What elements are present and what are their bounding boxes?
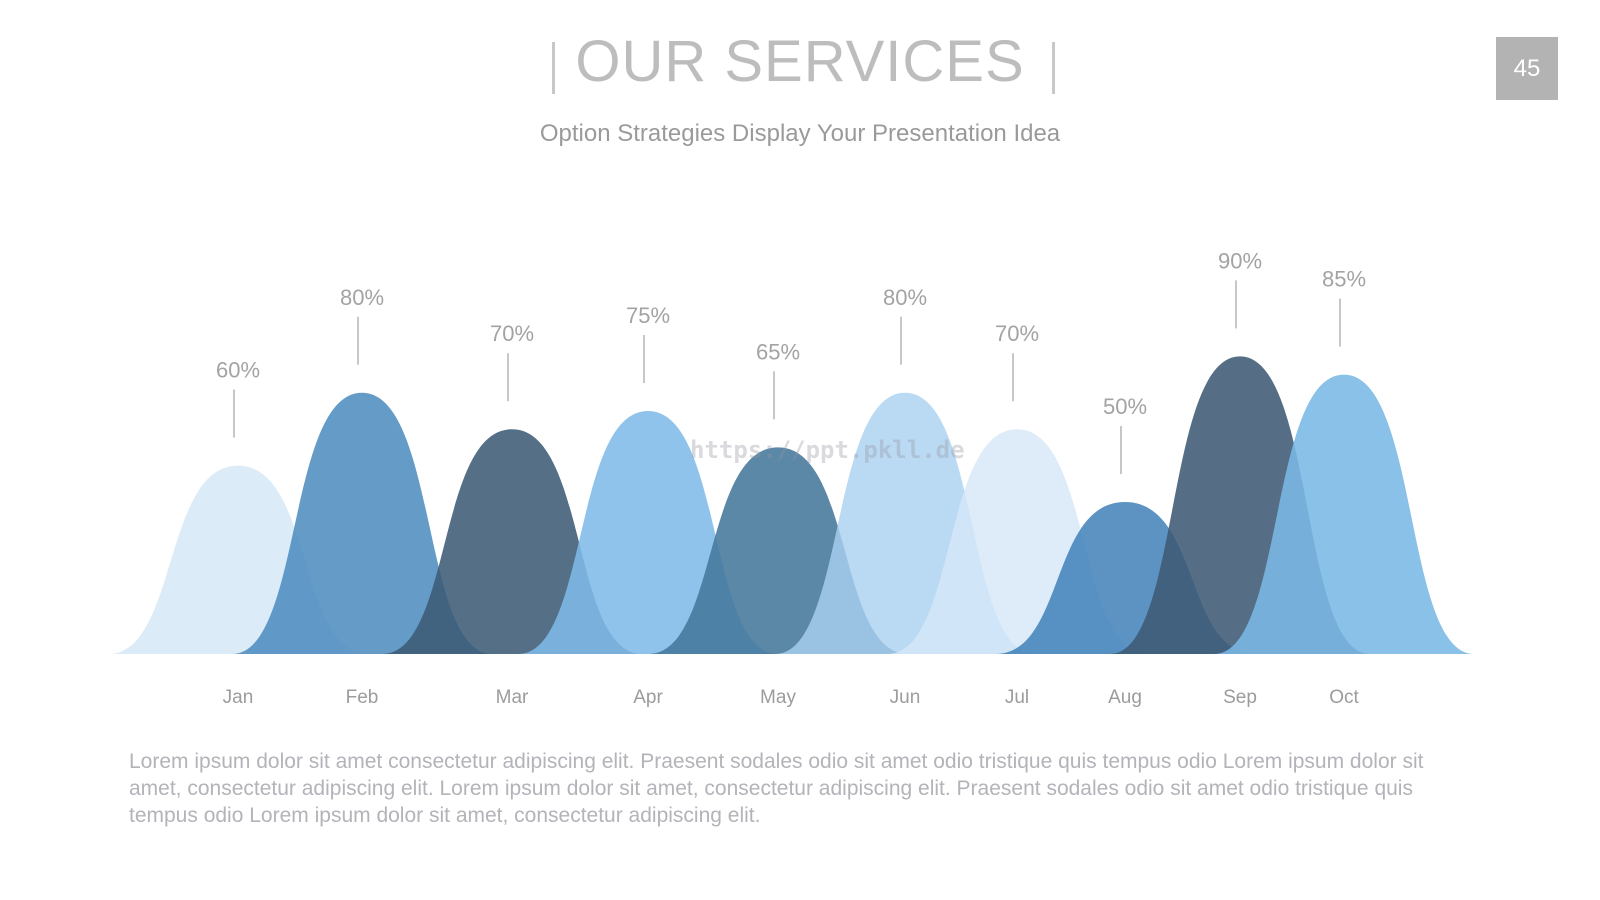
page-number-badge: 45 (1496, 37, 1558, 100)
data-label-jun: 80% (883, 285, 927, 310)
data-label-jan: 60% (216, 358, 260, 383)
x-tick-may: May (760, 687, 796, 708)
data-label-mar: 70% (490, 321, 534, 346)
slide-subtitle: Option Strategies Display Your Presentat… (539, 120, 1061, 147)
x-tick-jul: Jul (1005, 687, 1029, 708)
x-tick-jun: Jun (890, 687, 921, 708)
data-label-oct: 85% (1322, 267, 1366, 292)
data-label-sep: 90% (1218, 248, 1262, 273)
chart-series (108, 356, 1474, 654)
chart-x-axis: Jan Feb Mar Apr May Jun Jul Aug Sep Oct (223, 687, 1360, 708)
chart-data-labels: 60% 80% 70% 75% 65% 80% 70% 50% 90% 85% (216, 248, 1366, 419)
title-left-divider (552, 42, 555, 94)
watermark-text: https://ppt.pkll.de (690, 436, 965, 464)
data-label-may: 65% (756, 339, 800, 364)
x-tick-jan: Jan (223, 687, 254, 708)
title-wrap: OUR SERVICES (0, 28, 1600, 95)
x-tick-oct: Oct (1329, 687, 1359, 708)
data-label-jul: 70% (995, 321, 1039, 346)
slide-title: OUR SERVICES (575, 29, 1025, 94)
x-tick-apr: Apr (633, 687, 663, 708)
chart: 60% 80% 70% 75% 65% 80% 70% 50% 90% 85% Jan Feb Mar… (108, 248, 1474, 708)
data-label-aug: 50% (1103, 394, 1147, 419)
x-tick-sep: Sep (1223, 687, 1257, 708)
x-tick-aug: Aug (1108, 687, 1142, 708)
bell-oct (1214, 374, 1474, 654)
body-paragraph: Lorem ipsum dolor sit amet consectetur a… (129, 750, 1424, 827)
bell-feb (232, 392, 492, 654)
data-label-apr: 75% (626, 303, 670, 328)
title-right-divider (1052, 42, 1055, 94)
x-tick-mar: Mar (496, 687, 529, 708)
chart-leader-lines (233, 280, 1341, 474)
data-label-feb: 80% (340, 285, 384, 310)
x-tick-feb: Feb (346, 687, 379, 708)
